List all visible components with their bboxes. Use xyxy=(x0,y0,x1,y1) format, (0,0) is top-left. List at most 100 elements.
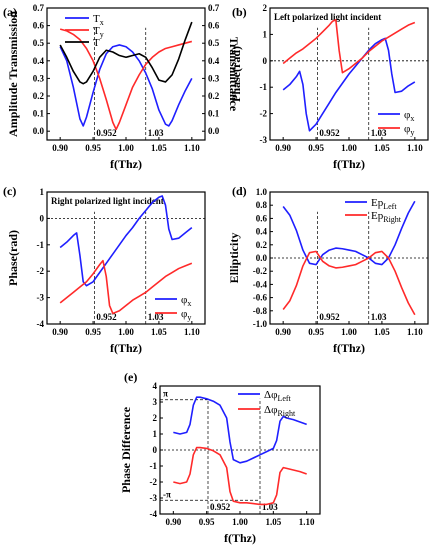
y-tick-label: 0.4 xyxy=(256,227,268,237)
x-tick-label: 1.10 xyxy=(184,327,200,337)
y-tick-label: 1 xyxy=(263,29,268,39)
y-tick-label: -1 xyxy=(150,461,158,471)
x-axis-label: f(Thz) xyxy=(224,531,256,545)
x-tick-label: 1.10 xyxy=(184,143,200,153)
y-tick-label: -1 xyxy=(37,240,45,250)
x-tick-label: 0.90 xyxy=(275,143,291,153)
y-tick-label: 0.1 xyxy=(33,109,45,119)
y-axis-label: Amplitude Transmission xyxy=(6,11,20,137)
chart-title: Left polarized light incident xyxy=(274,12,381,22)
x-tick-label: 1.05 xyxy=(374,327,390,337)
chart-panel-1: (a) 0.952 1.03 0.90 0.95 1.00 1.05 1.10 0.0 0.1 0.… xyxy=(3,3,241,171)
legend-label: EpRight xyxy=(371,210,402,224)
annotation-label: 0.952 xyxy=(96,128,117,138)
y-tick-label: -3 xyxy=(37,293,45,303)
series-line-2 xyxy=(59,28,193,131)
y-right-tick-label: 0.0 xyxy=(208,126,220,136)
plot-frame xyxy=(269,191,429,325)
legend-label: EpLeft xyxy=(371,197,397,211)
y-tick-label: 0.3 xyxy=(33,73,45,83)
chart-panel-5: (e) π -π 0.952 1.03 0.90 0.95 1.00 1.05 1.10 -4 -3 -… xyxy=(119,370,321,545)
annotation-label: 1.03 xyxy=(262,502,278,512)
panel-label: (d) xyxy=(232,184,247,198)
series-line-3 xyxy=(59,21,193,85)
series-line-1 xyxy=(282,200,416,266)
legend-label: φx xyxy=(404,109,414,123)
annotation-label: 1.03 xyxy=(148,312,164,322)
annotation-label: 0.952 xyxy=(319,128,340,138)
y-right-tick-label: 0.5 xyxy=(208,38,220,48)
y-tick-label: 2 xyxy=(263,3,268,13)
y-right-tick-label: 0.1 xyxy=(208,109,220,119)
panel-label: (b) xyxy=(232,5,247,19)
y-tick-label: -2 xyxy=(37,266,45,276)
y-tick-label: 0.4 xyxy=(33,56,45,66)
y-tick-label: 0.6 xyxy=(256,213,268,223)
y-tick-label: -2 xyxy=(150,477,158,487)
y-tick-label: 0.8 xyxy=(256,200,268,210)
y-tick-label: -3 xyxy=(260,135,268,145)
legend-label: φy xyxy=(181,308,191,322)
chart-panel-4: (d) 0.952 1.03 0.90 0.95 1.00 1.05 1.10 -1.0 -0.8… xyxy=(227,184,429,355)
y-tick-label: 0 xyxy=(263,56,268,66)
pi-label: -π xyxy=(163,489,171,499)
panel-label: (a) xyxy=(3,5,17,19)
y-right-axis-label: Transmittance xyxy=(227,37,241,112)
y-tick-label: 0.0 xyxy=(33,126,45,136)
x-tick-label: 1.05 xyxy=(265,517,281,527)
annotation-label: 1.03 xyxy=(371,128,387,138)
y-tick-label: 0.5 xyxy=(33,38,45,48)
y-tick-label: 2 xyxy=(153,413,158,423)
x-tick-label: 0.95 xyxy=(308,143,324,153)
x-tick-label: 1.00 xyxy=(118,143,134,153)
y-tick-label: 0.2 xyxy=(33,91,45,101)
y-axis-label: Phase(rad) xyxy=(6,230,20,286)
annotation-label: 1.03 xyxy=(371,312,387,322)
legend-label: Ty xyxy=(93,25,104,39)
x-axis-label: f(Thz) xyxy=(110,341,142,355)
legend-label: T xyxy=(93,37,100,49)
y-tick-label: -0.8 xyxy=(253,306,268,316)
y-axis-label: Phase Difference xyxy=(119,406,133,493)
series-line-2 xyxy=(282,250,416,316)
y-right-tick-label: 0.4 xyxy=(208,56,220,66)
y-right-tick-label: 0.6 xyxy=(208,21,220,31)
x-tick-label: 0.90 xyxy=(165,517,181,527)
series-line-1 xyxy=(59,44,193,127)
x-axis-label: f(Thz) xyxy=(110,157,142,171)
y-tick-label: -0.2 xyxy=(253,266,268,276)
series-line-2 xyxy=(59,259,193,315)
legend-label: φx xyxy=(181,294,191,308)
y-tick-label: 0 xyxy=(40,213,45,223)
x-tick-label: 0.90 xyxy=(52,143,68,153)
pi-label: π xyxy=(163,389,168,399)
panel-label: (c) xyxy=(3,184,16,198)
y-axis-label: Ellipticity xyxy=(227,233,241,284)
y-tick-label: -2 xyxy=(260,109,268,119)
x-tick-label: 1.05 xyxy=(151,143,167,153)
x-tick-label: 1.00 xyxy=(341,327,357,337)
y-right-tick-label: 0.3 xyxy=(208,73,220,83)
y-tick-label: -4 xyxy=(150,509,158,519)
series-line-1 xyxy=(173,396,307,464)
y-right-tick-label: 0.2 xyxy=(208,91,220,101)
y-right-tick-label: 0.7 xyxy=(208,3,220,13)
x-tick-label: 1.05 xyxy=(151,327,167,337)
x-tick-label: 1.00 xyxy=(232,517,248,527)
x-tick-label: 1.10 xyxy=(407,143,423,153)
y-tick-label: 4 xyxy=(153,381,158,391)
annotation-label: 0.952 xyxy=(319,312,340,322)
x-tick-label: 1.10 xyxy=(407,327,423,337)
y-axis-label: Phase(rad) xyxy=(229,46,243,102)
y-tick-label: -1.0 xyxy=(253,319,268,329)
chart-title: Right polarized light incident xyxy=(51,196,164,206)
x-axis-label: f(Thz) xyxy=(333,157,365,171)
x-tick-label: 1.05 xyxy=(374,143,390,153)
y-tick-label: 1 xyxy=(40,187,45,197)
y-tick-label: 0 xyxy=(153,445,158,455)
legend-label: φy xyxy=(404,123,414,137)
series-line-2 xyxy=(282,19,416,74)
x-axis-label: f(Thz) xyxy=(333,341,365,355)
y-tick-label: 0.2 xyxy=(256,240,268,250)
